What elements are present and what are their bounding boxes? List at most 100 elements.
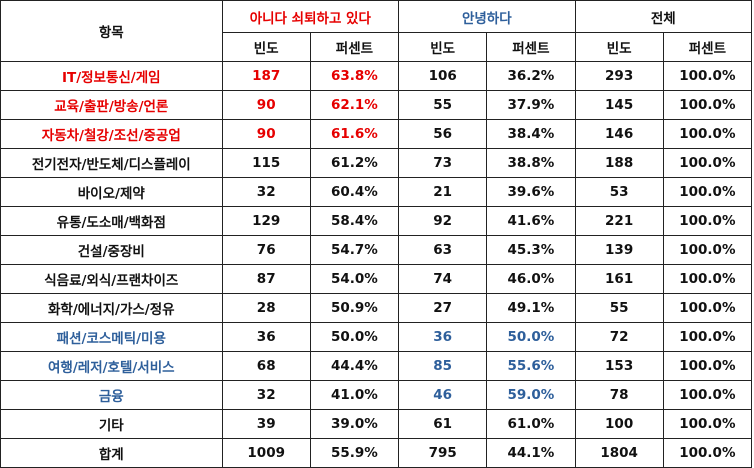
fine-pct: 37.9%: [486, 90, 576, 120]
fine-freq: 92: [398, 206, 488, 236]
total-pct: 100.0%: [662, 148, 753, 178]
header-freq: 빈도: [398, 32, 488, 62]
row-label: 전기전자/반도체/디스플레이: [0, 148, 223, 178]
total-pct: 100.0%: [662, 322, 753, 352]
fine-freq: 36: [398, 322, 488, 352]
total-pct: 100.0%: [662, 264, 753, 294]
table-row: 여행/레저/호텔/서비스 68 44.4% 85 55.6% 153 100.0%: [0, 351, 753, 381]
declining-pct: 61.6%: [309, 119, 400, 149]
fine-freq: 73: [398, 148, 488, 178]
header-row-measures: 빈도 퍼센트 빈도 퍼센트 빈도 퍼센트: [1, 32, 753, 62]
row-label: 금융: [0, 380, 223, 410]
row-label: 기타: [0, 409, 223, 439]
row-label: 여행/레저/호텔/서비스: [0, 351, 223, 381]
total-pct: 100.0%: [662, 177, 753, 207]
fine-pct: 50.0%: [486, 322, 576, 352]
row-label: 유통/도소매/백화점: [0, 206, 223, 236]
fine-pct: 61.0%: [486, 409, 576, 439]
fine-freq: 46: [398, 380, 488, 410]
declining-pct: 62.1%: [309, 90, 400, 120]
declining-freq: 1009: [221, 438, 311, 468]
table-row: 유통/도소매/백화점 129 58.4% 92 41.6% 221 100.0%: [0, 206, 753, 236]
header-group-declining: 아니다 쇠퇴하고 있다: [221, 0, 400, 33]
fine-freq: 85: [398, 351, 488, 381]
total-pct: 100.0%: [662, 293, 753, 323]
declining-pct: 55.9%: [309, 438, 400, 468]
declining-pct: 54.7%: [309, 235, 400, 265]
header-pct: 퍼센트: [309, 32, 400, 62]
table-row: 기타 39 39.0% 61 61.0% 100 100.0%: [0, 409, 753, 439]
table-row: 식음료/외식/프랜차이즈 87 54.0% 74 46.0% 161 100.0%: [0, 264, 753, 294]
declining-freq: 39: [221, 409, 311, 439]
declining-freq: 129: [221, 206, 311, 236]
fine-freq: 27: [398, 293, 488, 323]
fine-freq: 21: [398, 177, 488, 207]
declining-freq: 76: [221, 235, 311, 265]
total-freq: 161: [574, 264, 664, 294]
declining-pct: 63.8%: [309, 61, 400, 91]
table-row: 패션/코스메틱/미용 36 50.0% 36 50.0% 72 100.0%: [0, 322, 753, 352]
declining-pct: 58.4%: [309, 206, 400, 236]
header-row-groups: 항목 아니다 쇠퇴하고 있다 안녕하다 전체: [0, 0, 753, 62]
header-category: 항목: [0, 0, 223, 62]
row-label: 합계: [0, 438, 223, 468]
total-pct: 100.0%: [662, 119, 753, 149]
declining-freq: 90: [221, 90, 311, 120]
declining-freq: 32: [221, 380, 311, 410]
total-freq: 78: [574, 380, 664, 410]
total-pct: 100.0%: [662, 235, 753, 265]
declining-pct: 41.0%: [309, 380, 400, 410]
declining-pct: 39.0%: [309, 409, 400, 439]
total-pct: 100.0%: [662, 438, 753, 468]
fine-pct: 44.1%: [486, 438, 576, 468]
row-label: 패션/코스메틱/미용: [0, 322, 223, 352]
total-pct: 100.0%: [662, 61, 753, 91]
table-row: 교육/출판/방송/언론 90 62.1% 55 37.9% 145 100.0%: [0, 90, 753, 120]
table-row: 전기전자/반도체/디스플레이 115 61.2% 73 38.8% 188 100.0%: [0, 148, 753, 178]
total-pct: 100.0%: [662, 380, 753, 410]
table-row: 바이오/제약 32 60.4% 21 39.6% 53 100.0%: [0, 177, 753, 207]
table-row: 건설/중장비 76 54.7% 63 45.3% 139 100.0%: [0, 235, 753, 265]
fine-pct: 36.2%: [486, 61, 576, 91]
total-freq: 221: [574, 206, 664, 236]
total-pct: 100.0%: [662, 90, 753, 120]
row-label: 바이오/제약: [0, 177, 223, 207]
table-body: IT/정보통신/게임 187 63.8% 106 36.2% 293 100.0% 교육/출판…: [0, 61, 753, 468]
fine-freq: 106: [398, 61, 488, 91]
fine-pct: 38.8%: [486, 148, 576, 178]
declining-freq: 115: [221, 148, 311, 178]
declining-pct: 50.9%: [309, 293, 400, 323]
row-label: 교육/출판/방송/언론: [0, 90, 223, 120]
row-label: 식음료/외식/프랜차이즈: [0, 264, 223, 294]
total-freq: 139: [574, 235, 664, 265]
fine-pct: 45.3%: [486, 235, 576, 265]
fine-freq: 795: [398, 438, 488, 468]
declining-freq: 90: [221, 119, 311, 149]
declining-freq: 32: [221, 177, 311, 207]
fine-pct: 49.1%: [486, 293, 576, 323]
header-pct: 퍼센트: [486, 32, 576, 62]
fine-freq: 63: [398, 235, 488, 265]
fine-freq: 56: [398, 119, 488, 149]
declining-freq: 28: [221, 293, 311, 323]
declining-freq: 68: [221, 351, 311, 381]
total-pct: 100.0%: [662, 206, 753, 236]
declining-pct: 61.2%: [309, 148, 400, 178]
fine-freq: 55: [398, 90, 488, 120]
total-pct: 100.0%: [662, 351, 753, 381]
row-label: 화학/에너지/가스/정유: [0, 293, 223, 323]
total-pct: 100.0%: [662, 409, 753, 439]
row-label: IT/정보통신/게임: [0, 61, 223, 91]
header-pct: 퍼센트: [662, 32, 753, 62]
header-group-total: 전체: [574, 0, 753, 33]
total-freq: 146: [574, 119, 664, 149]
fine-freq: 61: [398, 409, 488, 439]
fine-freq: 74: [398, 264, 488, 294]
total-freq: 53: [574, 177, 664, 207]
total-freq: 1804: [574, 438, 664, 468]
total-freq: 293: [574, 61, 664, 91]
declining-freq: 187: [221, 61, 311, 91]
total-freq: 153: [574, 351, 664, 381]
declining-freq: 36: [221, 322, 311, 352]
